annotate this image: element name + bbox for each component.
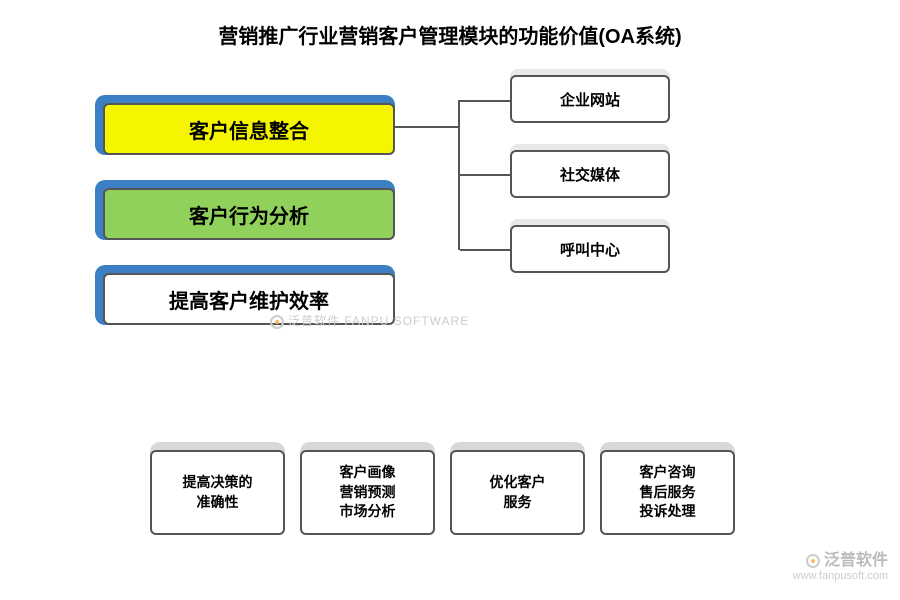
main-box-label: 客户行为分析 [103,188,395,240]
bottom-box-1: 客户画像营销预测市场分析 [300,450,435,540]
main-box-1: 客户行为分析 [95,180,395,240]
watermark-url: www.fanpusoft.com [793,570,888,582]
bottom-box-line: 提高决策的 [183,473,253,493]
connector-branch-0 [460,100,510,102]
bottom-box-label: 客户画像营销预测市场分析 [300,450,435,535]
logo-icon [806,554,820,568]
watermark-center-text: 泛普软件 FANPU SOFTWARE [288,314,469,328]
right-box-label: 呼叫中心 [510,225,670,273]
connector-branch-1 [460,174,510,176]
bottom-box-line: 客户咨询 [640,463,696,483]
page-title: 营销推广行业营销客户管理模块的功能价值(OA系统) [0,20,900,49]
bottom-box-2: 优化客户服务 [450,450,585,540]
main-box-label: 客户信息整合 [103,103,395,155]
watermark-bottom-right: 泛普软件 www.fanpusoft.com [793,546,888,582]
bottom-box-line: 营销预测 [340,483,396,503]
right-box-2: 呼叫中心 [510,225,670,275]
bottom-box-line: 投诉处理 [640,502,696,522]
watermark-center: 泛普软件 FANPU SOFTWARE [270,312,469,329]
bottom-box-line: 服务 [504,493,532,513]
watermark-brand: 泛普软件 [824,552,888,569]
right-box-label: 企业网站 [510,75,670,123]
right-box-0: 企业网站 [510,75,670,125]
connector-main-horizontal [395,126,460,128]
bottom-box-label: 提高决策的准确性 [150,450,285,535]
bottom-box-label: 客户咨询售后服务投诉处理 [600,450,735,535]
connector-branch-2 [460,249,510,251]
bottom-box-line: 优化客户 [490,473,546,493]
right-box-label: 社交媒体 [510,150,670,198]
main-box-0: 客户信息整合 [95,95,395,155]
bottom-box-0: 提高决策的准确性 [150,450,285,540]
bottom-box-line: 市场分析 [340,502,396,522]
right-box-1: 社交媒体 [510,150,670,200]
bottom-box-3: 客户咨询售后服务投诉处理 [600,450,735,540]
logo-icon [270,315,284,329]
bottom-box-line: 准确性 [197,493,239,513]
bottom-box-line: 售后服务 [640,483,696,503]
bottom-box-label: 优化客户服务 [450,450,585,535]
bottom-box-line: 客户画像 [340,463,396,483]
